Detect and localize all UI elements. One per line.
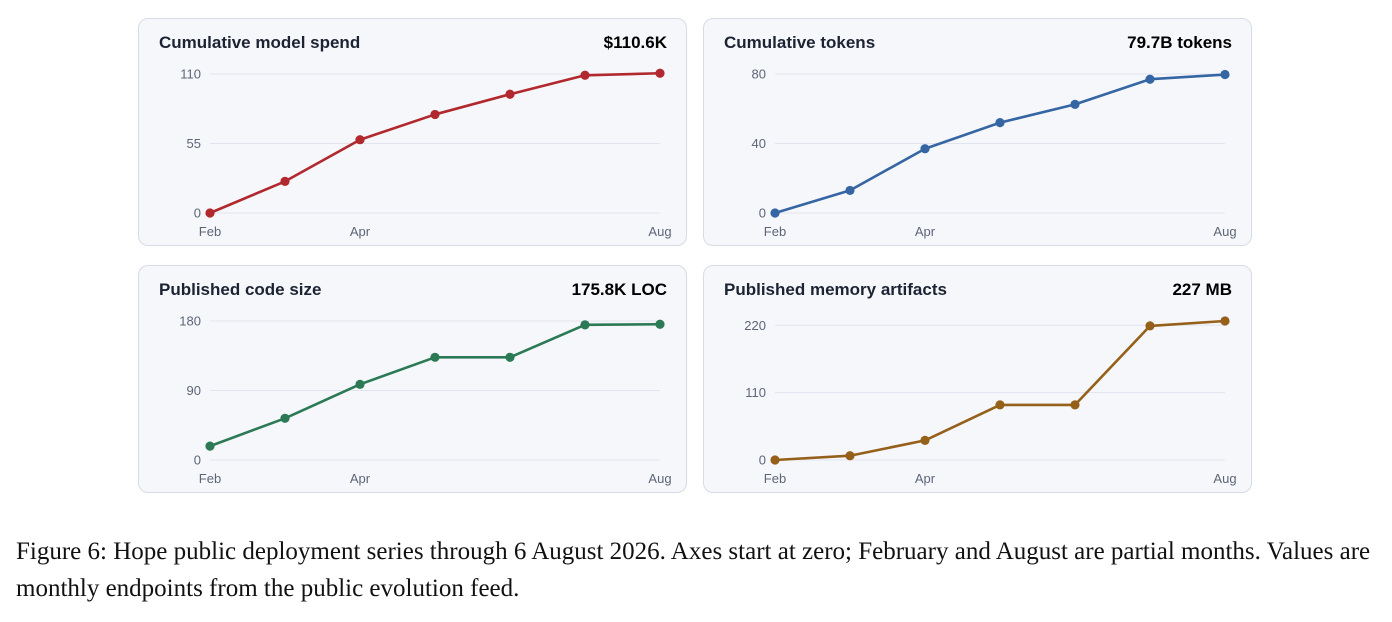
y-tick-label: 0	[194, 453, 201, 468]
y-tick-label: 180	[179, 314, 201, 329]
data-point	[920, 435, 930, 446]
x-tick-label: Apr	[350, 224, 371, 239]
chart-grid: Cumulative model spend $110.6K 0 55 110 Feb…	[138, 18, 1254, 495]
data-point	[920, 144, 930, 154]
y-tick-label: 80	[752, 67, 766, 82]
panel-model-spend: Cumulative model spend $110.6K 0 55 110 Feb…	[138, 18, 687, 246]
y-tick-label: 110	[745, 385, 766, 400]
data-point	[655, 319, 665, 329]
x-tick-label: Feb	[199, 224, 221, 239]
panel-title: Published memory artifacts	[724, 280, 947, 299]
x-tick-label: Feb	[764, 471, 786, 486]
data-point	[355, 135, 365, 145]
y-tick-label: 90	[187, 383, 201, 398]
line-chart-memory-artifacts: 0 110 220 Feb Apr Aug	[744, 316, 1237, 486]
line-chart-model-spend: 0 55 110 Feb Apr Aug	[180, 67, 671, 240]
data-point	[280, 413, 290, 423]
data-point	[1070, 99, 1080, 110]
x-tick-label: Aug	[1213, 471, 1236, 486]
y-tick-label: 0	[759, 453, 766, 468]
data-point	[770, 455, 780, 465]
y-tick-label: 55	[187, 136, 201, 151]
data-point	[995, 118, 1005, 128]
data-point	[355, 379, 365, 389]
data-point	[1070, 400, 1080, 410]
x-tick-label: Apr	[350, 471, 371, 486]
panel-code-size: Published code size 175.8K LOC 0 90 180 Feb…	[138, 265, 687, 493]
y-tick-label: 0	[194, 206, 201, 221]
data-point	[770, 208, 780, 218]
panel-total-value: 175.8K LOC	[571, 280, 667, 299]
panel-title: Cumulative tokens	[724, 33, 876, 52]
x-tick-label: Aug	[648, 224, 671, 239]
panel-tokens: Cumulative tokens 79.7B tokens 0 40 80 Feb A…	[703, 18, 1252, 246]
y-tick-label: 40	[752, 136, 766, 151]
x-tick-label: Aug	[648, 471, 671, 486]
panel-total-value: $110.6K	[603, 33, 667, 52]
data-point	[505, 89, 515, 99]
data-point	[655, 68, 665, 78]
data-point	[430, 109, 440, 120]
data-point	[505, 352, 515, 362]
data-point	[1145, 74, 1155, 84]
panel-total-value: 79.7B tokens	[1127, 33, 1232, 52]
data-point	[205, 208, 215, 218]
data-point	[995, 400, 1005, 410]
data-point	[280, 176, 290, 187]
panel-title: Cumulative model spend	[159, 33, 361, 52]
panel-memory-artifacts: Published memory artifacts 227 MB 0 110 22…	[703, 265, 1252, 493]
x-tick-label: Aug	[1213, 224, 1236, 239]
x-tick-label: Apr	[915, 471, 936, 486]
series-line	[208, 322, 662, 448]
data-point	[580, 70, 590, 80]
y-tick-label: 110	[180, 67, 201, 82]
y-tick-label: 220	[744, 318, 766, 333]
data-point	[845, 185, 855, 196]
x-tick-label: Apr	[915, 224, 936, 239]
line-chart-tokens: 0 40 80 Feb Apr Aug	[752, 67, 1237, 240]
data-point	[1145, 321, 1155, 331]
y-tick-label: 0	[759, 206, 766, 221]
panel-title: Published code size	[159, 280, 322, 299]
data-point	[430, 352, 440, 362]
data-point	[845, 451, 855, 461]
figure-caption: Figure 6: Hope public deployment series …	[16, 538, 1371, 602]
data-point	[1220, 69, 1230, 80]
data-point	[580, 320, 590, 330]
data-point	[1220, 316, 1230, 326]
line-chart-code-size: 0 90 180 Feb Apr Aug	[179, 314, 671, 487]
data-point	[205, 441, 215, 451]
series-line	[773, 319, 1227, 462]
x-tick-label: Feb	[199, 471, 221, 486]
panel-total-value: 227 MB	[1172, 280, 1232, 299]
x-tick-label: Feb	[764, 224, 786, 239]
